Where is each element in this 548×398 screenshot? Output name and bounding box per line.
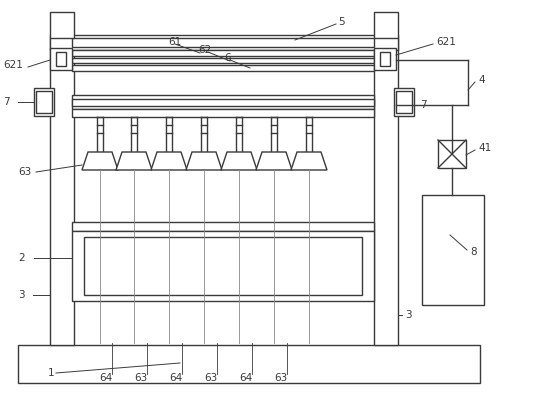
Text: 63: 63 <box>134 373 147 383</box>
Text: 7: 7 <box>420 100 427 110</box>
Bar <box>50 38 74 345</box>
Bar <box>72 95 374 109</box>
Bar <box>50 35 398 50</box>
Polygon shape <box>116 152 152 170</box>
Bar <box>72 38 374 47</box>
Bar <box>72 222 374 231</box>
Bar <box>36 91 52 113</box>
Text: 64: 64 <box>99 373 113 383</box>
Bar <box>374 48 396 70</box>
Bar <box>374 12 398 38</box>
Bar <box>18 345 480 383</box>
Text: 5: 5 <box>338 17 345 27</box>
Bar <box>72 109 374 117</box>
Text: 61: 61 <box>168 37 181 47</box>
Polygon shape <box>256 152 292 170</box>
Text: 63: 63 <box>275 373 288 383</box>
Bar <box>374 38 398 345</box>
Bar <box>394 88 414 116</box>
Polygon shape <box>82 152 118 170</box>
Text: 41: 41 <box>478 143 491 153</box>
Text: 64: 64 <box>169 373 182 383</box>
Bar <box>422 195 484 305</box>
Bar <box>72 58 374 63</box>
Text: 6: 6 <box>224 53 231 63</box>
Text: 63: 63 <box>18 167 31 177</box>
Text: 3: 3 <box>18 290 25 300</box>
Bar <box>72 231 374 301</box>
Text: 7: 7 <box>3 97 10 107</box>
Text: 621: 621 <box>436 37 456 47</box>
Bar <box>72 99 374 106</box>
Polygon shape <box>291 152 327 170</box>
Text: 62: 62 <box>198 45 211 55</box>
Text: 621: 621 <box>3 60 23 70</box>
Bar <box>50 48 72 70</box>
Bar <box>84 237 362 295</box>
Text: 63: 63 <box>204 373 218 383</box>
Text: 2: 2 <box>18 253 25 263</box>
Text: 64: 64 <box>239 373 253 383</box>
Text: 8: 8 <box>470 247 477 257</box>
Bar <box>72 65 374 71</box>
Text: 1: 1 <box>48 368 55 378</box>
Text: 3: 3 <box>405 310 412 320</box>
Text: 4: 4 <box>478 75 484 85</box>
Bar <box>56 52 66 66</box>
Bar <box>72 50 374 56</box>
Polygon shape <box>221 152 257 170</box>
Bar <box>380 52 390 66</box>
Bar <box>50 12 74 38</box>
Bar <box>396 91 412 113</box>
Polygon shape <box>186 152 222 170</box>
Bar <box>438 140 466 168</box>
Bar <box>34 88 54 116</box>
Polygon shape <box>151 152 187 170</box>
